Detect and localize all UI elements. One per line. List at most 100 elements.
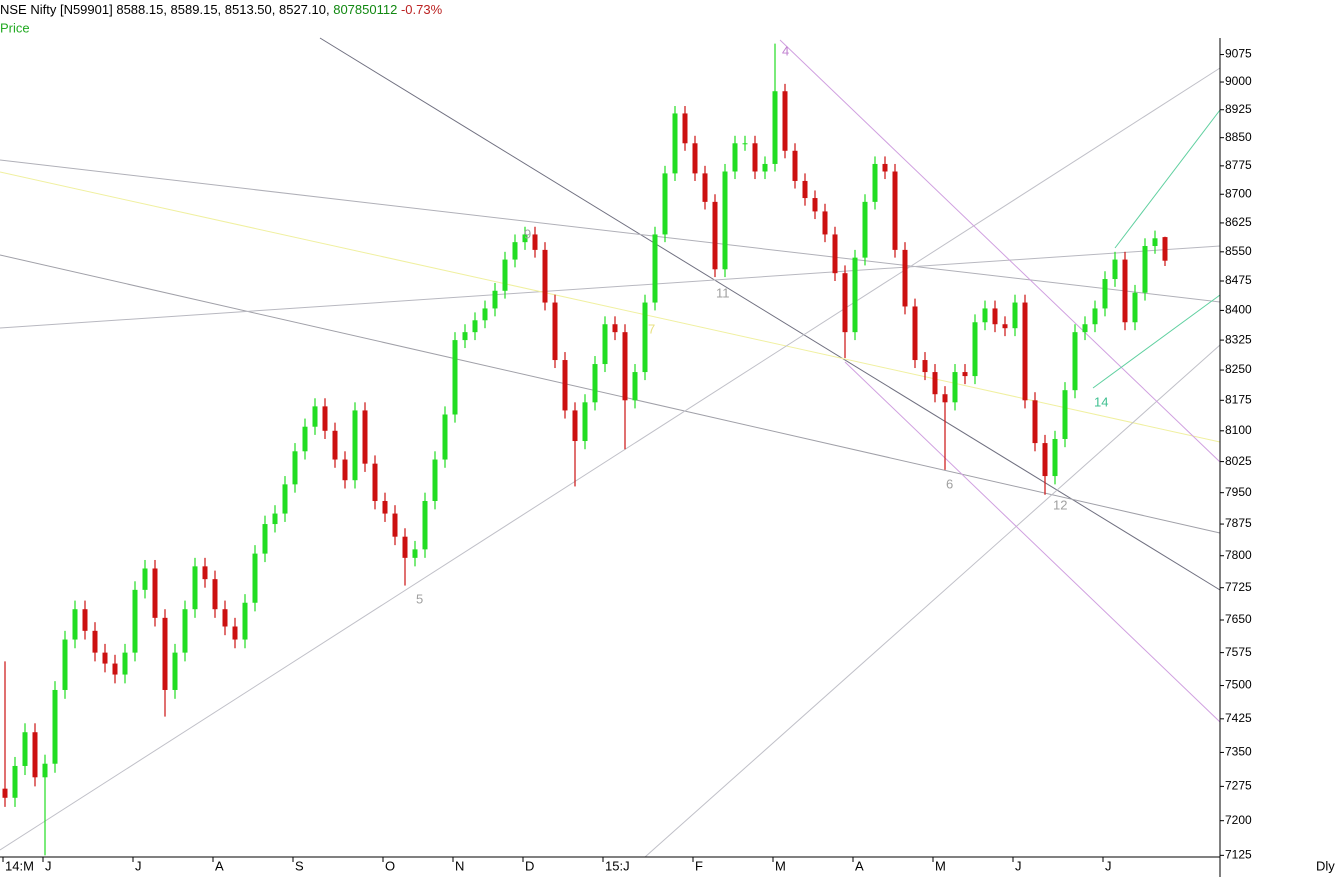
candle-body <box>1002 324 1008 329</box>
candle-body <box>1052 438 1058 477</box>
candle-body <box>792 150 798 181</box>
trend-line <box>0 67 1221 851</box>
candle-body <box>62 639 68 690</box>
candle-body <box>52 689 58 764</box>
candle-body <box>532 234 538 250</box>
x-tick-label: D <box>525 858 534 873</box>
y-tick-label: 8175 <box>1225 392 1252 406</box>
x-tick-label: J <box>1105 858 1112 873</box>
candle-body <box>192 566 198 610</box>
y-tick-label: 7950 <box>1225 485 1252 499</box>
candle-body <box>292 451 298 485</box>
candle-body <box>592 364 598 403</box>
candle-body <box>92 630 98 653</box>
trend-line <box>1114 109 1221 249</box>
candle-body <box>512 242 518 260</box>
series-label: Price <box>0 20 30 35</box>
ohlc: 8588.15, 8589.15, 8513.50, 8527.10, <box>116 2 329 17</box>
candle-body <box>362 410 368 464</box>
candle-body <box>312 406 318 427</box>
candle-body <box>822 211 828 235</box>
candle-body <box>622 332 628 401</box>
candle-body <box>582 402 588 442</box>
trend-line <box>0 159 1221 303</box>
candle-body <box>392 513 398 537</box>
trend-line <box>1092 294 1221 389</box>
y-tick-label: 8475 <box>1225 273 1252 287</box>
candle-body <box>212 579 218 610</box>
y-tick-label: 7500 <box>1225 678 1252 692</box>
candle-body <box>742 143 748 145</box>
candle-body <box>332 430 338 460</box>
candle-body <box>322 406 328 431</box>
y-tick-label: 8775 <box>1225 158 1252 172</box>
candle-body <box>102 652 108 664</box>
candle-body <box>372 463 378 502</box>
y-tick-label: 8100 <box>1225 423 1252 437</box>
x-tick-label: N <box>455 858 464 873</box>
trend-lines <box>0 37 1221 858</box>
candle-body <box>862 201 868 258</box>
y-tick-label: 8700 <box>1225 186 1252 200</box>
candle-body <box>662 173 668 235</box>
candle-body <box>242 602 248 640</box>
y-tick-label: 9000 <box>1225 74 1252 88</box>
candle-body <box>912 306 918 361</box>
candle-body <box>1012 302 1018 329</box>
candle-body <box>1062 390 1068 439</box>
candle-body <box>752 143 758 172</box>
candle-body <box>992 308 998 325</box>
candle-body <box>302 426 308 452</box>
y-tick-label: 7350 <box>1225 745 1252 759</box>
candle-body <box>1162 237 1168 261</box>
candle-body <box>1092 308 1098 325</box>
trend-line <box>779 39 1221 463</box>
y-tick-label: 7275 <box>1225 779 1252 793</box>
annotation: 11 <box>716 285 730 300</box>
candle-body <box>732 143 738 172</box>
candle-body <box>282 484 288 514</box>
candle-body <box>762 163 768 172</box>
annotation: 5 <box>416 591 423 606</box>
candle-body <box>682 113 688 144</box>
annotation: 12 <box>1053 497 1067 512</box>
candle-body <box>1132 292 1138 323</box>
candle-body <box>692 143 698 174</box>
candle-body <box>342 459 348 481</box>
trend-line <box>0 254 1221 534</box>
candle-body <box>502 259 508 291</box>
candle-body <box>42 763 48 778</box>
candle-body <box>142 568 148 590</box>
y-tick-label: 7425 <box>1225 711 1252 725</box>
candle-body <box>612 324 618 333</box>
candle-body <box>562 360 568 411</box>
y-tick-label: 7800 <box>1225 548 1252 562</box>
x-tick-label: A <box>855 858 864 873</box>
candle-body <box>132 589 138 653</box>
candle-body <box>962 372 968 377</box>
x-tick-label: J <box>45 858 52 873</box>
candle-body <box>112 663 118 675</box>
candle-body <box>982 308 988 323</box>
y-tick-label: 8250 <box>1225 362 1252 376</box>
y-tick-label: 7575 <box>1225 645 1252 659</box>
candle-body <box>432 459 438 502</box>
x-tick-label: 15:J <box>605 858 630 873</box>
trend-line <box>0 171 1221 443</box>
candle-body <box>482 308 488 321</box>
candle-body <box>542 249 548 303</box>
y-tick-label: 9075 <box>1225 47 1252 61</box>
candle-body <box>902 249 908 307</box>
candle-body <box>32 732 38 778</box>
candle-body <box>922 360 928 373</box>
candle-body <box>172 652 178 690</box>
trend-line <box>844 361 1221 723</box>
x-tick-label: F <box>695 858 703 873</box>
candle-body <box>932 372 938 395</box>
annotation: 9 <box>524 226 531 241</box>
candle-body <box>152 568 158 618</box>
y-tick-label: 8850 <box>1225 130 1252 144</box>
candle-body <box>632 372 638 401</box>
candle-body <box>262 524 268 554</box>
